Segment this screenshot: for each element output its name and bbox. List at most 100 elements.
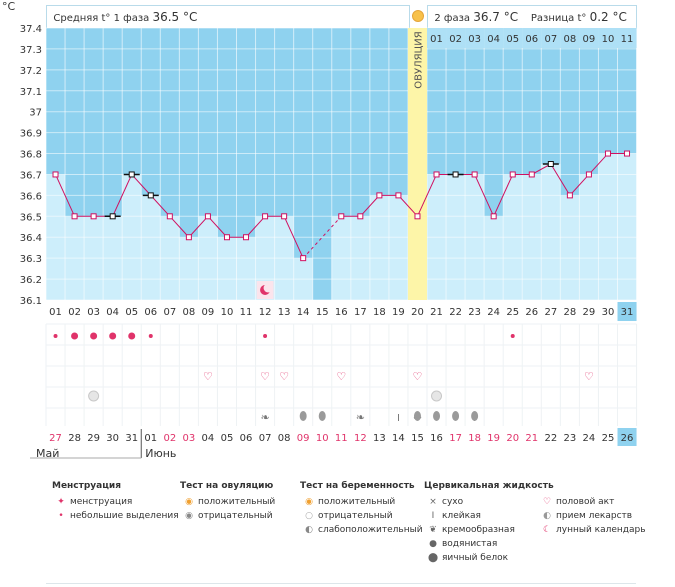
data-point: [585, 171, 592, 178]
cycle-day-label: 03: [468, 34, 481, 45]
data-point: [624, 150, 631, 157]
temperature-bar: [217, 237, 237, 300]
cycle-day-cell: [522, 28, 542, 48]
heart-icon: ♡: [336, 370, 346, 383]
temperature-bar: [236, 237, 256, 300]
day-number: 15: [316, 307, 329, 318]
heart-icon: ♡: [584, 370, 594, 383]
y-axis-unit: °C: [2, 0, 16, 13]
cycle-day-cell: [598, 28, 618, 48]
day-number: 08: [183, 307, 196, 318]
data-point: [604, 150, 611, 157]
legend-item: положительный: [318, 497, 396, 507]
ovulation-band: [407, 28, 427, 300]
moon-icon-cut: [263, 283, 273, 293]
date-label: 12: [354, 433, 367, 444]
series-segment: [188, 215, 209, 238]
legend-item: отрицательный: [318, 511, 393, 521]
pregnancy-weak-icon: ◐: [305, 525, 313, 535]
day-number: 02: [68, 307, 81, 318]
legend-ovulation-test: Тест на овуляцию ◉ положительный ◉ отрицат…: [180, 481, 275, 523]
day-number: 04: [106, 307, 119, 318]
series-segment: [493, 174, 514, 217]
y-tick-label: 36.9: [20, 129, 42, 140]
date-label: 18: [468, 433, 481, 444]
egg-white-icon: [433, 411, 441, 421]
day-number: 14: [297, 307, 310, 318]
drop-icon: [148, 334, 153, 338]
temperature-bar: [541, 164, 561, 300]
date-label: 20: [506, 433, 519, 444]
day-number: 23: [468, 307, 481, 318]
creamy-icon: ❧: [356, 411, 365, 424]
day-number: 26: [525, 307, 538, 318]
date-label: 16: [430, 433, 443, 444]
egg-white-icon: [471, 411, 479, 421]
y-tick-label: 36.7: [20, 170, 42, 181]
y-tick-label: 36.5: [20, 212, 42, 223]
legend-title: Цервикальная жидкость: [424, 481, 554, 491]
series-segment: [359, 195, 380, 217]
egg-white-icon: [413, 411, 421, 421]
date-label: 10: [316, 433, 329, 444]
date-label: 31: [125, 433, 138, 444]
date-label: 09: [297, 433, 310, 444]
series-segment: [550, 163, 571, 196]
date-label: 19: [487, 433, 500, 444]
cycle-day-cell: [503, 28, 523, 48]
cycle-day-label: 04: [487, 34, 500, 45]
cycle-day-cell: [579, 28, 599, 48]
data-point: [243, 234, 250, 241]
drop-icon: [510, 334, 515, 338]
cycle-day-cell: [484, 28, 504, 48]
legend-title: Тест на беременность: [300, 481, 415, 491]
heart-icon: ♡: [203, 370, 213, 383]
drop-icon: [263, 334, 268, 338]
series-segment: [55, 174, 76, 217]
day-number: 01: [49, 307, 62, 318]
data-point: [281, 213, 288, 220]
month-may: Май: [36, 447, 59, 460]
cycle-day-header: 01 02 03 04 05 06 07 08 09 10 11: [427, 28, 637, 48]
legend-item: прием лекарств: [556, 511, 633, 521]
data-point: [566, 192, 573, 199]
series-segment: [588, 153, 609, 175]
day-number: 05: [125, 307, 138, 318]
legend-item: слабоположительный: [318, 525, 423, 535]
date-label: 13: [373, 433, 386, 444]
date-label: 03: [183, 433, 196, 444]
legend-menstruation: Менструация ✦ менструация • небольшие выде…: [52, 481, 179, 523]
data-point: [490, 213, 497, 220]
sticky-icon: I: [397, 413, 400, 424]
today-date-cell: [617, 428, 637, 446]
data-point: [357, 213, 364, 220]
heart-icon: ♡: [260, 370, 270, 383]
data-point: [147, 192, 154, 199]
day-number: 12: [259, 307, 272, 318]
phase2-label: 2 фаза: [434, 13, 471, 24]
date-label: 02: [163, 433, 176, 444]
creamy-icon: ❦: [429, 525, 437, 535]
series-segment: [531, 163, 552, 175]
diff-value: 0.2 °C: [589, 10, 627, 24]
legend-item: менструация: [70, 497, 133, 507]
y-tick-label: 36.3: [20, 254, 42, 265]
legend-title: Тест на овуляцию: [180, 481, 274, 491]
y-tick-label: 36.2: [20, 275, 42, 286]
day-number: 29: [583, 307, 596, 318]
series-segment: [169, 215, 190, 238]
legend-item: яичный белок: [442, 553, 509, 563]
footer-divider: [46, 583, 636, 584]
day-number: 20: [411, 307, 424, 318]
pill-icon: ◐: [543, 511, 551, 521]
date-label: 01: [144, 433, 157, 444]
legend-pregnancy-test: Тест на беременность ◉ положительный ○ отр…: [300, 481, 423, 537]
series-segment: [131, 174, 152, 196]
data-point: [166, 213, 173, 220]
day-number: 11: [240, 307, 253, 318]
ovulation-test-negative-icon: ◉: [185, 511, 193, 521]
legend-item: сухо: [442, 497, 464, 507]
cycle-day-label: 09: [583, 34, 596, 45]
legend-item: кремообразная: [442, 525, 515, 535]
